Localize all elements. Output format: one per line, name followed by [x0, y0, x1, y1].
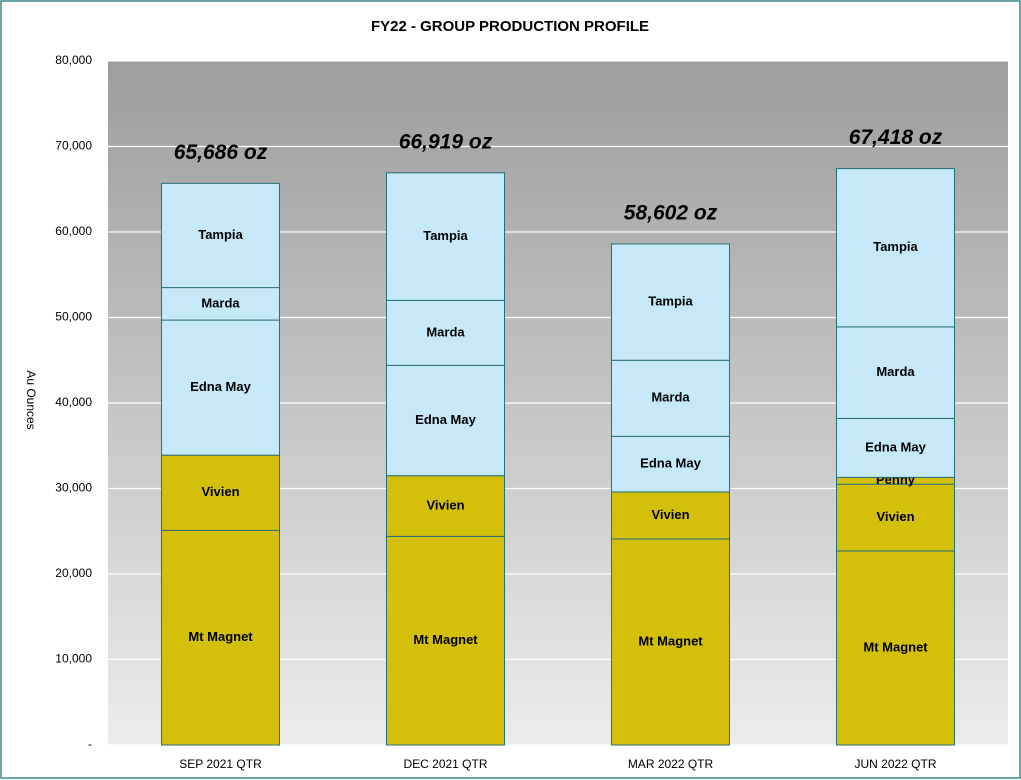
y-tick-label: 40,000 — [55, 395, 92, 409]
chart-title: FY22 - GROUP PRODUCTION PROFILE — [371, 18, 649, 35]
bar-segment — [611, 243, 730, 361]
segment-label: Vivien — [201, 484, 239, 499]
bar-segment — [611, 538, 730, 746]
segment-label: Tampia — [423, 228, 468, 243]
bar-segment — [386, 535, 505, 746]
y-tick-label: 50,000 — [55, 310, 92, 324]
bar-segment — [386, 299, 505, 366]
segment-label: Edna May — [865, 439, 926, 454]
bar-segment — [386, 172, 505, 301]
bar-segment — [836, 326, 955, 419]
bar-segment — [161, 529, 280, 746]
segment-label: Marda — [876, 364, 915, 379]
y-tick-label: 60,000 — [55, 224, 92, 238]
segment-label: Tampia — [648, 294, 693, 309]
bar-segment — [386, 475, 505, 537]
x-tick-label: DEC 2021 QTR — [403, 757, 487, 771]
y-tick-label: 10,000 — [55, 652, 92, 666]
y-tick-label: 20,000 — [55, 566, 92, 580]
total-label: 67,418 oz — [849, 126, 943, 149]
segment-label: Marda — [426, 324, 465, 339]
segment-label: Edna May — [190, 379, 251, 394]
y-axis-label: Au Ounces — [24, 370, 38, 429]
y-tick-label: 70,000 — [55, 139, 92, 153]
segment-label: Edna May — [415, 412, 476, 427]
segment-label: Marda — [201, 295, 240, 310]
segment-label: Vivien — [651, 507, 689, 522]
bar-segment — [836, 168, 955, 328]
y-tick-label: 80,000 — [55, 53, 92, 67]
segment-label: Mt Magnet — [413, 632, 478, 647]
x-tick-label: MAR 2022 QTR — [628, 757, 714, 771]
segment-label: Edna May — [640, 456, 701, 471]
bar-segment — [611, 359, 730, 437]
total-label: 65,686 oz — [174, 141, 268, 164]
y-tick-label: 30,000 — [55, 481, 92, 495]
bar-segment — [611, 491, 730, 540]
segment-label: Mt Magnet — [188, 629, 253, 644]
segment-label: Vivien — [876, 509, 914, 524]
total-label: 58,602 oz — [624, 201, 718, 224]
x-tick-label: JUN 2022 QTR — [854, 757, 936, 771]
x-tick-label: SEP 2021 QTR — [179, 757, 262, 771]
bar-segment — [836, 483, 955, 552]
segment-label: Mt Magnet — [638, 633, 703, 648]
segment-label: Tampia — [198, 227, 243, 242]
segment-label: Vivien — [426, 497, 464, 512]
y-tick-label: - — [88, 737, 92, 751]
bar-segment — [161, 182, 280, 289]
bar-segment — [836, 417, 955, 478]
bar-segment — [836, 550, 955, 746]
segment-label: Mt Magnet — [863, 639, 928, 654]
segment-label: Tampia — [873, 239, 918, 254]
segment-label: Marda — [651, 390, 690, 405]
total-label: 66,919 oz — [399, 130, 493, 153]
bar-segment — [611, 435, 730, 493]
bar-segment — [161, 287, 280, 321]
